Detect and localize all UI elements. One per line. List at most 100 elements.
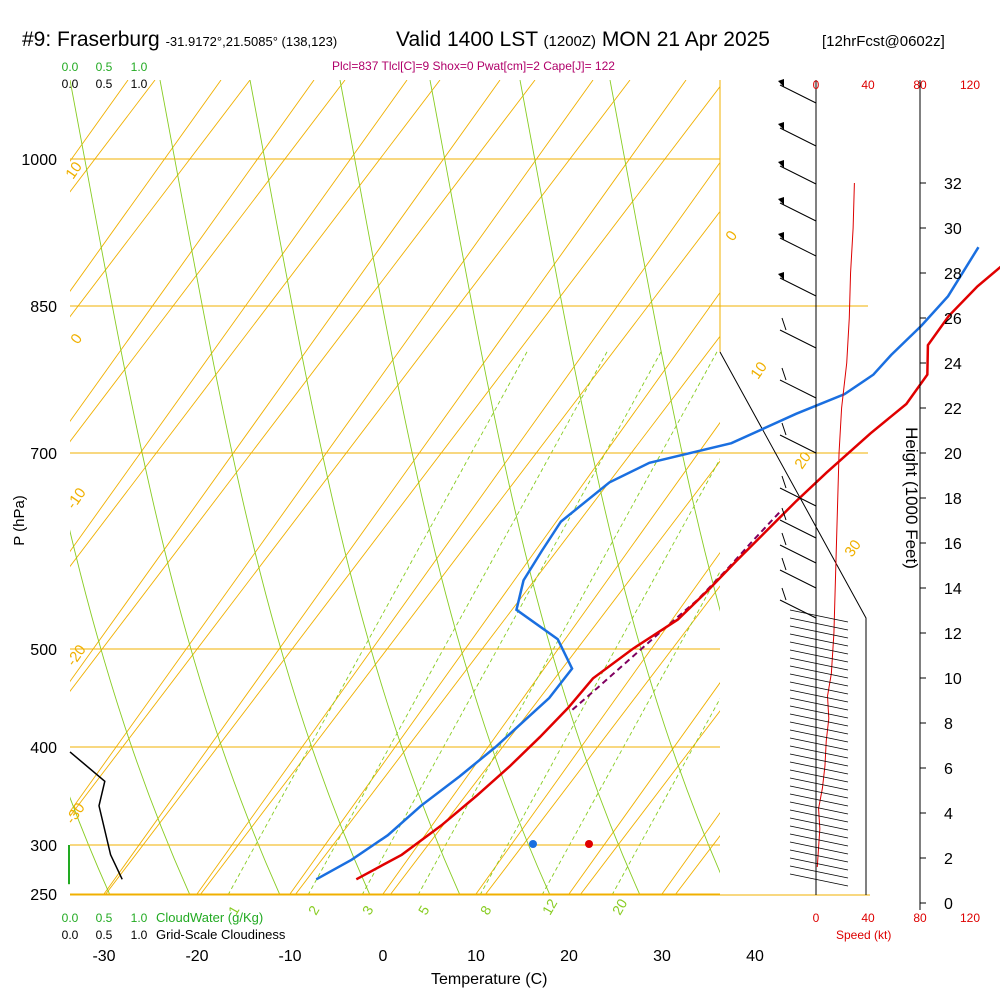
- lower-wind-barb: [789, 825, 849, 839]
- lower-wind-barb: [789, 721, 849, 735]
- temperature-tick-label: -20: [185, 948, 208, 965]
- height-tick-label: 12: [944, 626, 962, 643]
- surface-dewpoint-marker: [529, 840, 537, 848]
- wind-barb-pennant: [778, 197, 784, 205]
- wind-barb: [779, 317, 817, 349]
- lower-wind-barb: [789, 713, 849, 727]
- valid-lst: Valid 1400 LST: [396, 28, 538, 51]
- wind-barb: [778, 197, 817, 222]
- lower-wind-barb: [789, 761, 849, 775]
- isotherm-label: 30: [841, 537, 864, 560]
- mixing-ratio-line: [417, 349, 719, 895]
- wind-barb-staff: [779, 569, 817, 589]
- valid-date: MON 21 Apr 2025: [601, 28, 770, 51]
- height-tick-label: 26: [944, 311, 962, 328]
- wind-barb-feather: [781, 367, 787, 381]
- speed-axis-label-bottom: 80: [913, 911, 927, 925]
- dry-adiabat-line: [389, 460, 720, 895]
- isotherm-line: [195, 161, 720, 895]
- wind-barb-pennant: [778, 122, 784, 130]
- lower-wind-barb: [789, 809, 849, 823]
- height-tick-label: 8: [944, 716, 953, 733]
- wind-barb-staff: [779, 202, 817, 222]
- cloud-water-axis-label-bottom: 0.0: [62, 911, 79, 925]
- lower-wind-barb: [789, 777, 849, 791]
- speed-axis-label-top: 80: [913, 78, 927, 92]
- mixing-ratio-label: 3: [359, 903, 377, 918]
- wind-barb-staff: [779, 519, 817, 539]
- wind-barb: [779, 475, 817, 507]
- temperature-tick-label: 10: [467, 948, 485, 965]
- wind-barb-feather: [781, 532, 787, 546]
- wind-barb-staff: [779, 165, 817, 185]
- dry-adiabat-line: [70, 80, 251, 318]
- pressure-tick-label: 1000: [21, 152, 57, 169]
- wind-barb-staff: [779, 544, 817, 564]
- height-tick-label: 6: [944, 761, 953, 778]
- wind-barb: [778, 272, 817, 297]
- lower-wind-barb: [789, 729, 849, 743]
- lower-wind-barb: [789, 785, 849, 799]
- cloudiness-line: [69, 751, 123, 880]
- moist-adiabat-line: [70, 796, 111, 895]
- moist-adiabat-line: [70, 529, 191, 895]
- cloudiness-axis-label-top: 0.5: [96, 77, 113, 91]
- lower-wind-barb: [789, 849, 849, 863]
- speed-axis-label-bottom: 120: [960, 911, 980, 925]
- speed-label: Speed (kt): [836, 928, 892, 942]
- moist-adiabat-line: [519, 80, 720, 874]
- lower-wind-barb: [789, 793, 849, 807]
- mixing-ratio-label: 2: [305, 903, 323, 918]
- forecast-tag: [12hrFcst@0602z]: [822, 33, 945, 50]
- pressure-tick-label: 500: [30, 642, 57, 659]
- lower-wind-barb: [789, 697, 849, 711]
- height-axis-label: Height (1000 Feet): [901, 427, 921, 569]
- isotherm-line: [381, 421, 720, 895]
- temperature-tick-label: 30: [653, 948, 671, 965]
- lower-wind-barb: [789, 745, 849, 759]
- isotherm-line: [0, 80, 35, 895]
- cloud-water-axis-label-bottom: 0.5: [96, 911, 113, 925]
- moist-adiabat-line: [609, 80, 720, 612]
- lower-wind-barb: [789, 609, 849, 623]
- wind-barb-staff: [779, 434, 817, 454]
- wind-barb-staff: [779, 237, 817, 257]
- station-name: #9: Fraserburg: [22, 28, 160, 51]
- isotherm-line: [288, 291, 720, 895]
- wind-barb-staff: [779, 487, 817, 507]
- lower-wind-barb: [789, 681, 849, 695]
- cloud-water-axis-label-top: 1.0: [131, 60, 148, 74]
- lower-wind-barb: [789, 801, 849, 815]
- wind-barb-staff: [779, 599, 817, 619]
- lower-wind-barb: [789, 737, 849, 751]
- wind-barb-feather: [781, 587, 787, 601]
- background-lines: [0, 80, 1000, 895]
- isotherm-label: 0: [67, 331, 86, 348]
- height-tick-label: 18: [944, 491, 962, 508]
- cloud-water-axis-label-bottom: 1.0: [131, 911, 148, 925]
- height-tick-label: 32: [944, 176, 962, 193]
- lower-wind-barb: [789, 769, 849, 783]
- dry-adiabat-line: [104, 85, 720, 895]
- lower-wind-barb: [789, 641, 849, 655]
- isotherm-line: [70, 80, 594, 813]
- wind-barb-pennant: [778, 79, 784, 87]
- wind-barb-staff: [779, 277, 817, 297]
- temperature-tick-label: 20: [560, 948, 578, 965]
- isotherm-label: -20: [63, 642, 89, 670]
- height-tick-label: 0: [944, 896, 953, 913]
- mixing-ratio-line: [361, 349, 663, 895]
- wind-barb: [779, 587, 817, 619]
- isotherm-line: [847, 80, 1000, 895]
- speed-axis-label-top: 120: [960, 78, 980, 92]
- dry-adiabat-line: [484, 585, 720, 895]
- lower-wind-barb: [789, 841, 849, 855]
- isotherm-label: 20: [791, 449, 814, 472]
- isotherm-line: [567, 682, 720, 895]
- speed-axis-label-bottom: 0: [813, 911, 820, 925]
- isotherm-line: [474, 551, 720, 895]
- wind-panel-outline: [719, 351, 867, 895]
- isotherm-label: 10: [747, 359, 770, 382]
- pressure-tick-label: 300: [30, 838, 57, 855]
